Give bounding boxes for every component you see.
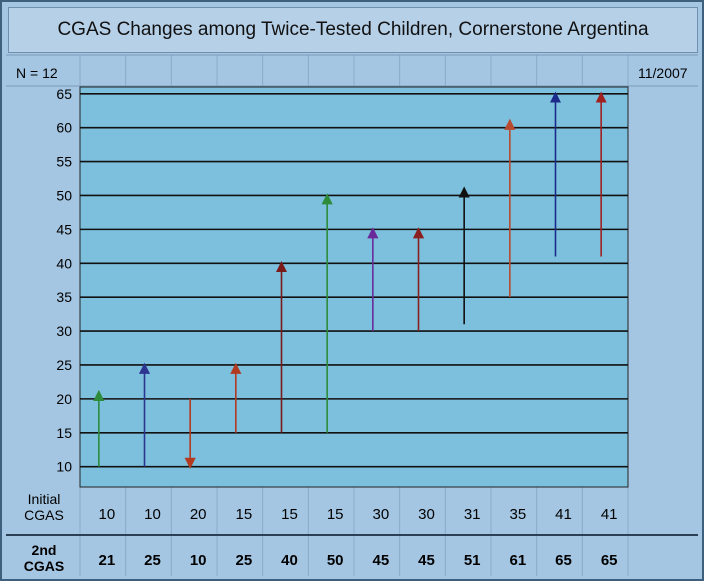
initial-cgas-value: 30 (418, 506, 435, 523)
second-cgas-value: 21 (98, 552, 115, 569)
y-tick-label-10: 10 (56, 459, 72, 475)
second-cgas-value: 25 (144, 552, 161, 569)
initial-cgas-value: 10 (144, 506, 161, 523)
initial-label-line1: Initial (27, 491, 61, 507)
initial-cgas-value: 15 (235, 506, 252, 523)
y-tick-label-45: 45 (56, 221, 72, 237)
initial-cgas-value: 20 (190, 506, 207, 523)
second-cgas-value: 45 (418, 552, 435, 569)
y-tick-label-20: 20 (56, 391, 72, 407)
y-tick-label-55: 55 (56, 154, 72, 170)
y-tick-label-30: 30 (56, 323, 72, 339)
second-cgas-value: 65 (555, 552, 572, 569)
initial-cgas-value: 31 (464, 506, 481, 523)
second-label-line1: 2nd (31, 542, 57, 558)
y-tick-label-60: 60 (56, 120, 72, 136)
second-cgas-value: 10 (190, 552, 207, 569)
second-cgas-value: 25 (235, 552, 252, 569)
initial-cgas-value: 15 (281, 506, 298, 523)
second-cgas-value: 61 (509, 552, 526, 569)
initial-cgas-value: 41 (601, 506, 618, 523)
y-tick-label-15: 15 (56, 425, 72, 441)
initial-cgas-value: 10 (98, 506, 115, 523)
second-label-line2: CGAS (23, 558, 65, 574)
initial-cgas-row-label: Initial CGAS (16, 491, 72, 523)
y-tick-label-50: 50 (56, 187, 72, 203)
sample-size-label: N = 12 (16, 65, 58, 81)
y-tick-label-40: 40 (56, 255, 72, 271)
second-cgas-value: 50 (327, 552, 344, 569)
initial-cgas-value: 35 (509, 506, 526, 523)
y-tick-label-25: 25 (56, 357, 72, 373)
plot-area (79, 86, 629, 488)
second-cgas-value: 51 (464, 552, 481, 569)
second-cgas-row-label: 2nd CGAS (16, 542, 72, 574)
second-cgas-value: 40 (281, 552, 298, 569)
y-tick-label-65: 65 (56, 86, 72, 102)
second-cgas-value: 45 (372, 552, 389, 569)
initial-cgas-value: 41 (555, 506, 572, 523)
chart-title: CGAS Changes among Twice-Tested Children… (8, 7, 698, 53)
initial-cgas-value: 30 (372, 506, 389, 523)
second-cgas-value: 65 (601, 552, 618, 569)
initial-label-line2: CGAS (24, 507, 64, 523)
y-tick-label-35: 35 (56, 289, 72, 305)
date-label: 11/2007 (638, 65, 688, 81)
initial-cgas-value: 15 (327, 506, 344, 523)
